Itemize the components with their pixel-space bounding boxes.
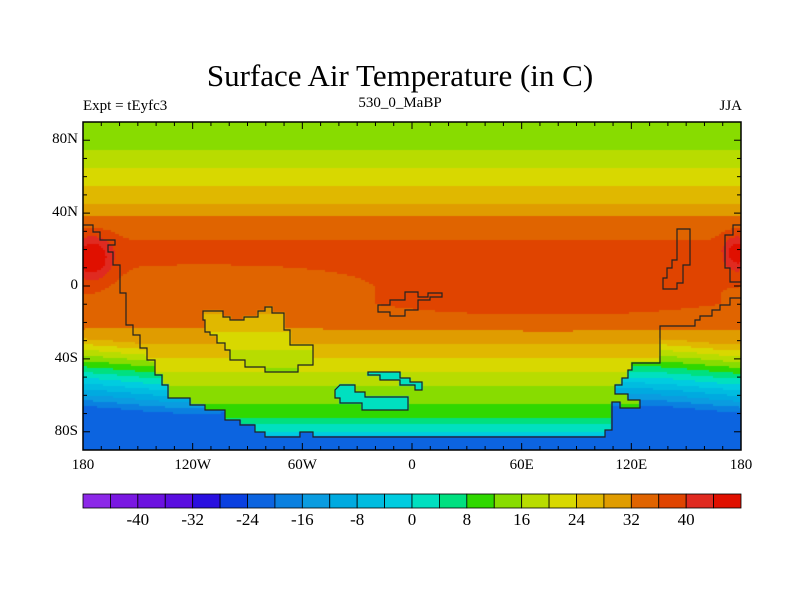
x-tick-label: 120W [174,457,211,473]
coastline-east-continent [724,224,741,283]
y-tick-label: 80N [52,131,78,148]
colorbar-box [164,493,194,509]
colorbar-box [329,493,358,509]
colorbar-label: -16 [290,510,314,529]
colorbar-label: -8 [350,510,365,529]
y-tick-label: 40S [54,349,78,366]
colorbar-label: 16 [513,510,531,529]
colorbar-box [274,493,303,509]
colorbar-box [301,493,331,509]
colorbar-box [411,493,440,509]
coastline-south-continent [83,224,741,438]
y-tick-label: 40N [52,204,78,221]
colorbar-box [192,493,221,509]
colorbar-label: 40 [677,510,695,529]
colorbar-box [521,493,550,509]
chart-title: Surface Air Temperature (in C) [206,58,594,93]
colorbar-box [82,493,111,509]
colorbar-label: -40 [126,510,150,529]
x-tick-label: 0 [408,457,416,473]
temperature-field-map [83,122,741,450]
coastline-island [334,384,409,411]
colorbar-box [548,493,577,509]
colorbar-box [137,493,166,509]
x-tick-label: 180 [71,457,95,473]
experiment-label: Expt = tEyfc3 [83,98,168,114]
colorbar-label: 32 [622,510,640,529]
colorbar-label: 8 [462,510,472,529]
coastline-island [377,291,443,317]
colorbar-label: -24 [236,510,259,529]
colorbar-box [110,493,139,509]
colorbar-box [603,493,632,509]
coastline-island [367,371,423,391]
x-tick-label: 60W [287,457,317,473]
colorbar-box [658,493,687,509]
colorbar-box [713,493,742,509]
coastline-island [202,306,314,373]
colorbar-label: 0 [407,510,417,529]
plot-frame [82,121,742,451]
colorbar-box [493,493,523,509]
x-tick-label: 60E [509,457,534,473]
colorbar-box [439,493,468,509]
y-tick-label: 80S [54,422,78,439]
y-tick-label: 0 [70,277,79,293]
season-label: JJA [719,98,742,114]
colorbar-box [247,493,276,509]
period-label: 530_0_MaBP [358,95,442,111]
colorbar-label: -32 [181,510,204,529]
colorbar-box [685,493,714,509]
colorbar-box [219,493,248,509]
colorbar-label: 24 [568,510,585,529]
x-tick-label: 180 [729,457,753,473]
x-tick-label: 120E [615,457,648,473]
colorbar-box [384,493,413,509]
colorbar-box [576,493,605,509]
coastline-island [662,228,691,290]
colorbar-box [466,493,495,509]
colorbar-box [630,493,660,509]
colorbar-box [356,493,385,509]
